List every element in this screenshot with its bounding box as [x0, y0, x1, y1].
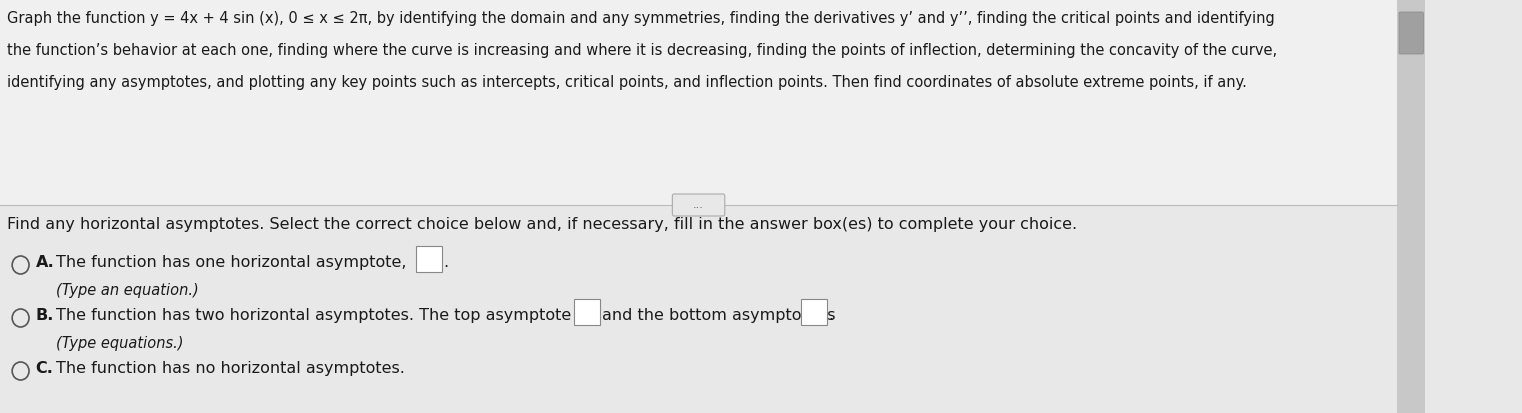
Text: (Type an equation.): (Type an equation.): [56, 283, 199, 298]
Bar: [0, 205, 1397, 413]
Text: The function has one horizontal asymptote,: The function has one horizontal asymptot…: [56, 255, 406, 270]
Text: The function has no horizontal asymptotes.: The function has no horizontal asymptote…: [56, 361, 405, 376]
FancyBboxPatch shape: [1399, 12, 1423, 54]
Text: identifying any asymptotes, and plotting any key points such as intercepts, crit: identifying any asymptotes, and plotting…: [8, 75, 1248, 90]
FancyBboxPatch shape: [673, 194, 724, 216]
Text: and the bottom asymptote is: and the bottom asymptote is: [603, 308, 836, 323]
Bar: [1397, 0, 1425, 413]
FancyBboxPatch shape: [801, 299, 826, 325]
Text: .: .: [443, 255, 447, 270]
Text: .: .: [828, 308, 833, 323]
FancyBboxPatch shape: [416, 246, 441, 272]
Text: B.: B.: [35, 308, 53, 323]
Text: Find any horizontal asymptotes. Select the correct choice below and, if necessar: Find any horizontal asymptotes. Select t…: [8, 217, 1078, 232]
Text: Graph the function y = 4x + 4 sin (x), 0 ≤ x ≤ 2π, by identifying the domain and: Graph the function y = 4x + 4 sin (x), 0…: [8, 11, 1275, 26]
Text: C.: C.: [35, 361, 53, 376]
Text: the function’s behavior at each one, finding where the curve is increasing and w: the function’s behavior at each one, fin…: [8, 43, 1277, 58]
Bar: [0, 0, 1397, 213]
Text: (Type equations.): (Type equations.): [56, 336, 184, 351]
Text: The function has two horizontal asymptotes. The top asymptote is: The function has two horizontal asymptot…: [56, 308, 589, 323]
FancyBboxPatch shape: [574, 299, 600, 325]
Text: ...: ...: [693, 200, 705, 210]
Text: A.: A.: [35, 255, 55, 270]
